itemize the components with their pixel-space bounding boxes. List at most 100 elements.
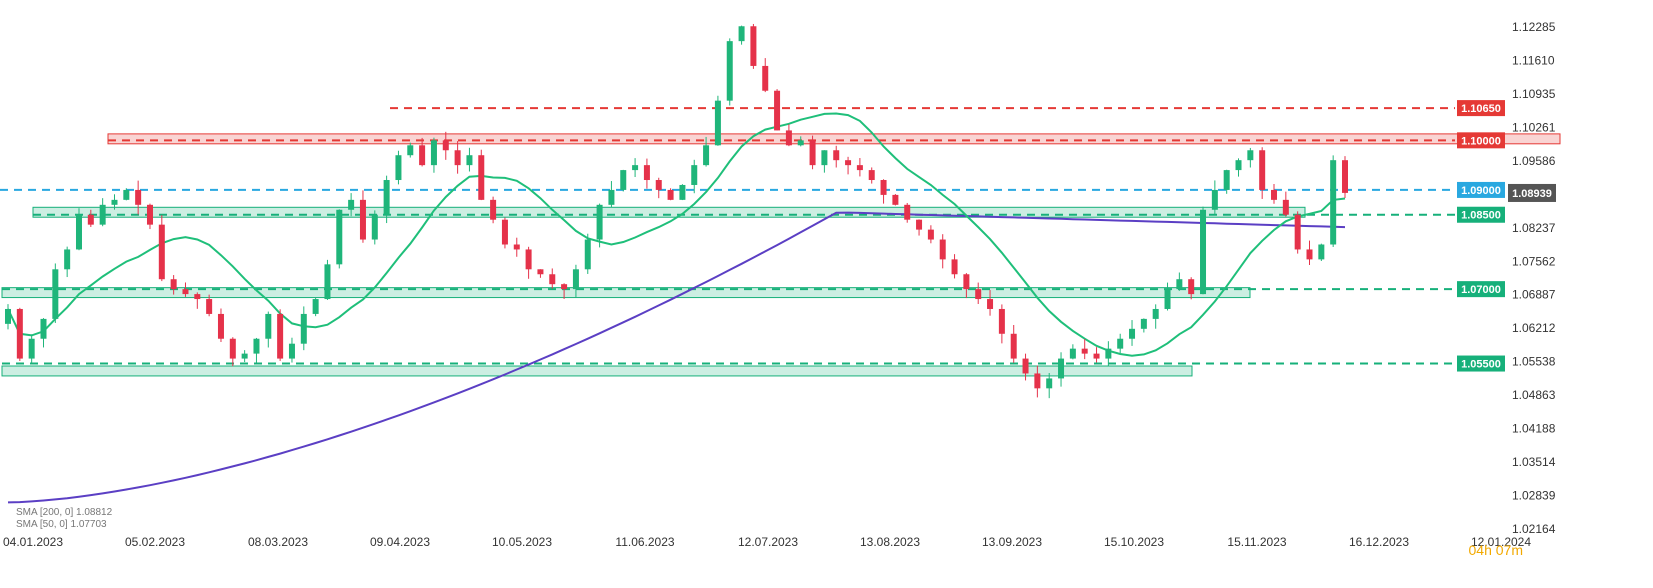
candle-body [1342, 160, 1348, 193]
support-resistance-zones [1, 133, 1561, 377]
y-tick-label: 1.11610 [1512, 53, 1555, 67]
candle-body [1211, 189, 1218, 210]
candle-body [667, 189, 674, 200]
x-tick-label: 11.06.2023 [615, 535, 674, 549]
candle-body [726, 41, 733, 101]
candle-body [111, 199, 118, 205]
candle-body [572, 269, 579, 290]
candle-body [454, 150, 461, 166]
level-label-text: 1.08500 [1461, 210, 1501, 222]
candle-body [1093, 353, 1100, 359]
candle-body [1176, 279, 1183, 290]
candle-body [466, 155, 473, 166]
candle-body [170, 279, 177, 290]
candle-body [975, 289, 982, 300]
candle-body [809, 140, 816, 166]
candle-body [880, 180, 887, 195]
candle-body [395, 155, 402, 181]
candle-body [1010, 333, 1017, 359]
candle-body [478, 155, 485, 200]
candle-body [1105, 348, 1112, 359]
y-tick-label: 1.04188 [1512, 422, 1556, 436]
candle-body [419, 145, 426, 166]
x-axis-labels: 04.01.2023 05.02.2023 08.03.2023 09.04.2023… [3, 535, 1531, 549]
sma-50-line [7, 112, 1346, 357]
level-label-text: 1.10650 [1461, 103, 1501, 115]
candle-body [904, 204, 911, 220]
candle-body [1271, 189, 1278, 200]
candle-body [5, 308, 11, 324]
candle-body [963, 274, 970, 290]
candle-body [146, 204, 153, 225]
candle-timer: 04h 07m [1468, 542, 1523, 558]
candle-body [312, 299, 319, 314]
x-tick-label: 15.10.2023 [1104, 535, 1164, 549]
candle-body [87, 214, 94, 225]
level-label-box [1457, 206, 1505, 223]
candle-body [620, 170, 627, 190]
y-tick-label: 1.10261 [1512, 120, 1556, 134]
y-tick-label: 1.12285 [1512, 20, 1556, 34]
y-tick-label: 1.06212 [1512, 321, 1556, 335]
candle-body [277, 313, 284, 359]
candle-body [135, 189, 142, 205]
candle-body [1046, 378, 1053, 389]
candle-body [833, 150, 840, 161]
candle-body [1306, 249, 1313, 260]
level-price-labels: 1.10650 1.10000 1.09000 1.08500 1.07000 1.055… [1457, 100, 1556, 372]
candle-body [868, 170, 875, 181]
candle-body [1117, 338, 1124, 349]
timer-hours: 04 [1468, 542, 1485, 558]
candle-body [1330, 160, 1337, 245]
candle-body [1081, 348, 1088, 354]
candle-body [16, 308, 23, 359]
candle-body [561, 284, 568, 290]
zone-rect [1, 365, 1193, 377]
x-tick-label: 09.04.2023 [370, 535, 430, 549]
y-tick-label: 1.02164 [1512, 522, 1556, 536]
candle-body [1140, 318, 1147, 329]
candle-body [774, 90, 781, 131]
candle-body [241, 353, 248, 359]
candle-body [1164, 289, 1171, 309]
sma-50-path [7, 112, 1346, 357]
candle-body [655, 180, 662, 190]
candle-body [845, 160, 852, 166]
candle-body [158, 224, 165, 280]
candle-body [383, 180, 390, 215]
candle-body [359, 199, 366, 240]
x-tick-label: 04.01.2023 [3, 535, 63, 549]
candle-body [1235, 160, 1242, 171]
candle-body [916, 219, 923, 230]
y-tick-label: 1.04863 [1512, 388, 1556, 402]
candle-body [336, 209, 343, 265]
candle-body [785, 130, 792, 146]
legend-item: SMA [50, 0] 1.07703 [16, 519, 107, 530]
candle-body [856, 165, 863, 171]
x-tick-label: 08.03.2023 [248, 535, 308, 549]
candle-body [490, 199, 497, 220]
candle-body [643, 165, 650, 181]
zone-rect [32, 206, 1306, 218]
candle-body [407, 145, 414, 156]
candle-body [288, 343, 295, 359]
candle-body [584, 239, 591, 270]
candle-body [998, 308, 1005, 334]
level-label-box [1457, 355, 1505, 372]
current-price-text: 1.08939 [1512, 188, 1552, 200]
x-tick-label: 05.02.2023 [125, 535, 185, 549]
candle-body [442, 140, 449, 151]
timer-m-unit: m [1511, 542, 1523, 558]
candle-body [738, 26, 745, 42]
candle-body [714, 100, 721, 146]
x-tick-label: 13.08.2023 [860, 535, 920, 549]
x-tick-label: 13.09.2023 [982, 535, 1042, 549]
candle-body [525, 249, 532, 270]
y-tick-label: 1.03514 [1512, 455, 1556, 469]
candle-body [1129, 328, 1136, 339]
timer-minutes: 07 [1495, 542, 1512, 558]
candle-body [182, 289, 189, 295]
y-axis-labels: 1.12285 1.11610 1.10935 1.10261 1.09586 1.082… [1512, 20, 1556, 536]
